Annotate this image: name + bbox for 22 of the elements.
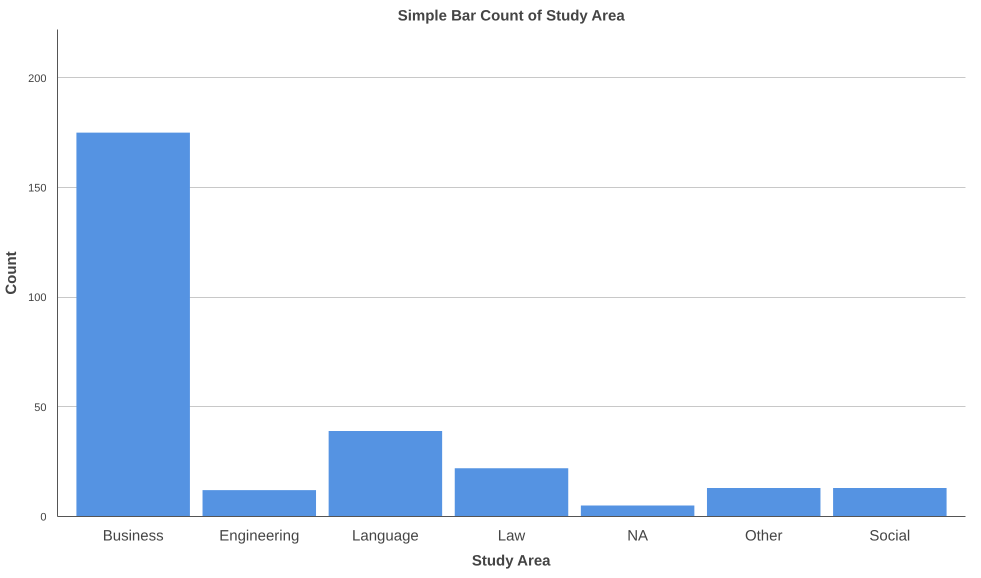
x-tick-label: NA	[627, 528, 648, 544]
y-tick-label: 50	[34, 402, 47, 414]
y-tick-label: 150	[28, 182, 47, 194]
x-tick-label: Social	[869, 528, 910, 544]
bar	[706, 488, 820, 516]
bar	[580, 506, 694, 516]
bar	[833, 488, 947, 516]
x-tick-label: Other	[744, 528, 782, 544]
bar	[328, 430, 442, 516]
x-axis-title: Study Area	[472, 552, 552, 570]
bar	[202, 490, 316, 516]
bar	[454, 468, 568, 516]
y-tick-label: 200	[28, 72, 47, 85]
x-tick-label: Language	[352, 528, 419, 544]
bar	[76, 132, 190, 516]
y-axis-title: Count	[3, 251, 20, 295]
x-tick-label: Engineering	[219, 528, 300, 544]
y-tick-label: 0	[40, 512, 47, 524]
chart-title: Simple Bar Count of Study Area	[398, 8, 626, 24]
y-tick-label: 100	[28, 292, 47, 304]
x-tick-label: Law	[498, 528, 526, 544]
x-tick-label: Business	[102, 528, 164, 544]
